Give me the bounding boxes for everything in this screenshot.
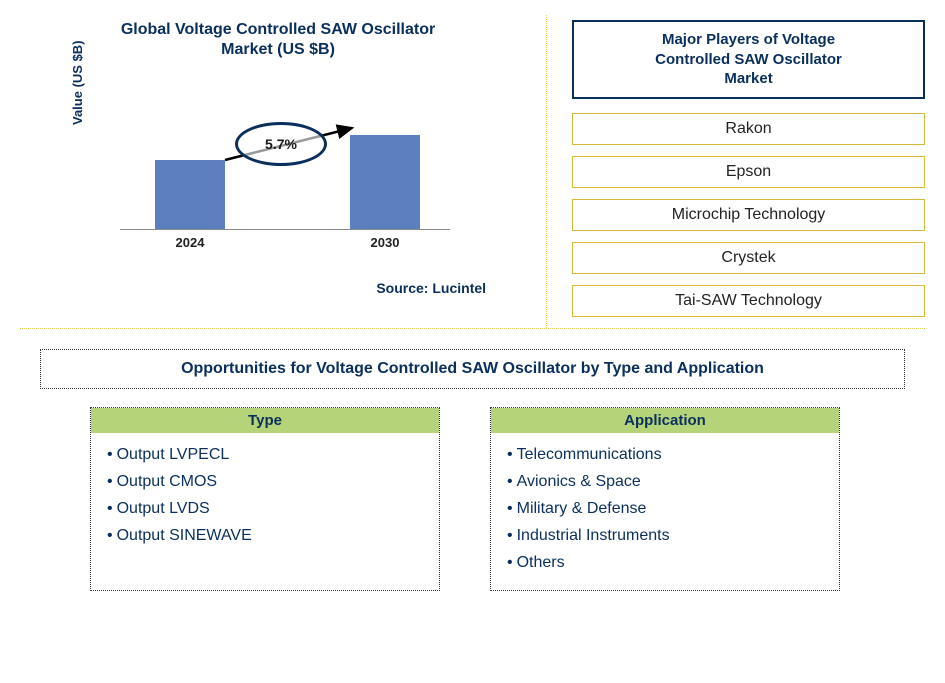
bar-chart: 2024 2030 5.7% — [120, 80, 500, 250]
players-title-l1: Major Players of Voltage — [662, 31, 835, 48]
chart-title-line1: Global Voltage Controlled SAW Oscillator — [121, 21, 435, 38]
list-item: •Output LVDS — [107, 495, 423, 522]
source-label: Source: Lucintel — [20, 280, 486, 296]
player-item: Crystek — [572, 242, 925, 274]
x-tick-2030: 2030 — [350, 235, 420, 250]
players-title-l2: Controlled SAW Oscillator — [655, 51, 842, 68]
type-list: •Output LVPECL•Output CMOS•Output LVDS•O… — [91, 441, 439, 550]
list-item: •Output CMOS — [107, 468, 423, 495]
bar-2030 — [350, 135, 420, 230]
chart-title: Global Voltage Controlled SAW Oscillator… — [60, 20, 496, 60]
player-item: Microchip Technology — [572, 199, 925, 231]
type-column: Type •Output LVPECL•Output CMOS•Output L… — [90, 407, 440, 592]
bar-2024 — [155, 160, 225, 230]
chart-title-line2: Market (US $B) — [221, 41, 335, 58]
player-item: Rakon — [572, 113, 925, 145]
list-item: •Telecommunications — [507, 441, 823, 468]
growth-label: 5.7% — [265, 136, 297, 152]
application-list: •Telecommunications•Avionics & Space•Mil… — [491, 441, 839, 577]
opportunities-title: Opportunities for Voltage Controlled SAW… — [40, 349, 905, 389]
chart-baseline — [120, 229, 450, 230]
players-list: Rakon Epson Microchip Technology Crystek Tai… — [572, 113, 925, 317]
list-item: •Avionics & Space — [507, 468, 823, 495]
opportunities-section: Opportunities for Voltage Controlled SAW… — [20, 349, 925, 592]
list-item: •Output LVPECL — [107, 441, 423, 468]
list-item: •Military & Defense — [507, 495, 823, 522]
application-header: Application — [491, 408, 839, 433]
y-axis-label: Value (US $B) — [70, 40, 85, 125]
player-item: Tai-SAW Technology — [572, 285, 925, 317]
players-panel: Major Players of Voltage Controlled SAW … — [547, 15, 925, 328]
players-title-l3: Market — [724, 70, 772, 87]
x-tick-2024: 2024 — [155, 235, 225, 250]
type-header: Type — [91, 408, 439, 433]
list-item: •Industrial Instruments — [507, 522, 823, 549]
list-item: •Output SINEWAVE — [107, 522, 423, 549]
player-item: Epson — [572, 156, 925, 188]
chart-panel: Global Voltage Controlled SAW Oscillator… — [20, 15, 547, 328]
list-item: •Others — [507, 549, 823, 576]
players-title: Major Players of Voltage Controlled SAW … — [572, 20, 925, 99]
application-column: Application •Telecommunications•Avionics… — [490, 407, 840, 592]
growth-label-ellipse: 5.7% — [235, 122, 327, 166]
